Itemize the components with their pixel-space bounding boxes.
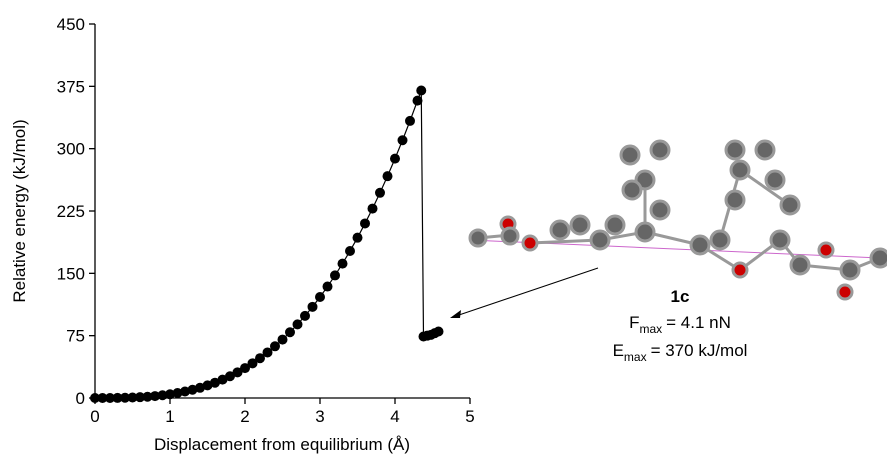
y-tick-label: 225 (57, 202, 85, 221)
data-point (375, 188, 385, 198)
data-point (330, 270, 340, 280)
compound-label: 1c (671, 287, 690, 306)
x-tick-label: 4 (390, 407, 399, 426)
data-point (323, 282, 333, 292)
data-point (293, 319, 303, 329)
annotation-line: Fmax = 4.1 nN (629, 313, 731, 336)
data-point (398, 135, 408, 145)
data-point (300, 311, 310, 321)
subscript: max (639, 322, 662, 336)
data-point (338, 259, 348, 269)
data-point (368, 204, 378, 214)
x-tick-label: 5 (465, 407, 474, 426)
data-point (383, 171, 393, 181)
x-tick-label: 1 (165, 407, 174, 426)
annotation-text: F (629, 313, 639, 332)
y-axis-label: Relative energy (kJ/mol) (10, 119, 29, 302)
data-point (270, 341, 280, 351)
y-tick-label: 375 (57, 77, 85, 96)
data-point (416, 85, 426, 95)
y-tick-label: 450 (57, 15, 85, 34)
data-point (360, 218, 370, 228)
chart: 1c Fmax = 4.1 nN Emax = 370 kJ/mol Relativ… (0, 0, 887, 461)
data-point (345, 246, 355, 256)
data-point (413, 96, 423, 106)
y-tick-label: 300 (57, 140, 85, 159)
data-point (308, 302, 318, 312)
y-tick-label: 0 (76, 389, 85, 408)
data-point (390, 154, 400, 164)
annotation-text: = 4.1 nN (666, 313, 731, 332)
y-tick-label: 75 (66, 327, 85, 346)
y-tick-label: 150 (57, 264, 85, 283)
subscript: max (624, 350, 647, 364)
data-point (353, 233, 363, 243)
x-tick-label: 0 (90, 407, 99, 426)
annotation-text: E (613, 341, 624, 360)
data-point (405, 116, 415, 126)
annotation-line: Emax = 370 kJ/mol (613, 341, 748, 364)
x-tick-label: 3 (315, 407, 324, 426)
x-tick-label: 2 (240, 407, 249, 426)
molecule (470, 141, 887, 299)
data-point (434, 327, 444, 337)
arrow (450, 268, 598, 318)
x-axis-label: Displacement from equilibrium (Å) (154, 435, 410, 454)
data-point (285, 327, 295, 337)
data-point (278, 335, 288, 345)
data-point (315, 292, 325, 302)
annotation-text: = 370 kJ/mol (651, 341, 748, 360)
